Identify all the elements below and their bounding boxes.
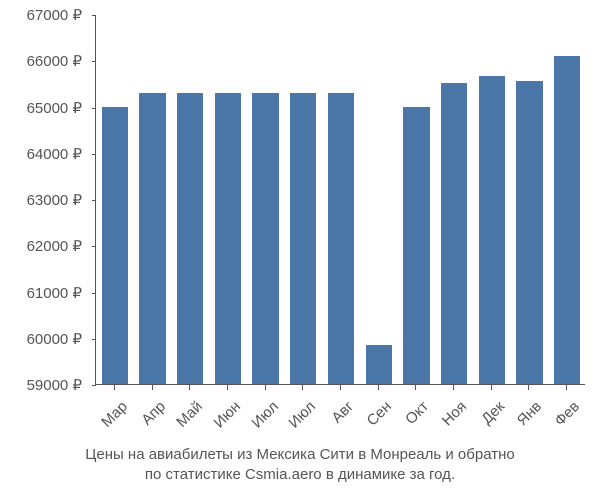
x-tick-mark [378, 385, 379, 390]
x-tick-mark [265, 385, 266, 390]
caption-line2: по статистике Csmia.aero в динамике за г… [145, 466, 455, 483]
bar [102, 107, 128, 385]
y-tick-label: 65000 ₽ [27, 99, 82, 117]
x-tick-label: Апр [125, 398, 169, 442]
x-tick-mark [453, 385, 454, 390]
bar [441, 83, 467, 384]
bar [516, 81, 542, 384]
bar [177, 93, 203, 384]
y-tick-label: 67000 ₽ [27, 6, 82, 24]
x-tick-label: Июл [238, 398, 282, 442]
x-tick-mark [566, 385, 567, 390]
x-tick-label: Окт [389, 398, 433, 442]
y-tick-mark [92, 385, 96, 386]
x-axis: МарАпрМайИюнИюлИюлАвгСенОктНояДекЯнвФев [95, 390, 585, 450]
x-tick-mark [302, 385, 303, 390]
x-tick-label: Янв [502, 398, 546, 442]
x-tick-label: Июн [200, 398, 244, 442]
x-tick-label: Авг [313, 398, 357, 442]
y-tick-label: 63000 ₽ [27, 191, 82, 209]
y-tick-mark [92, 61, 96, 62]
y-tick-mark [92, 200, 96, 201]
y-tick-label: 62000 ₽ [27, 237, 82, 255]
chart-container [95, 15, 585, 385]
x-tick-mark [528, 385, 529, 390]
x-tick-mark [340, 385, 341, 390]
bar [366, 345, 392, 384]
chart-caption: Цены на авиабилеты из Мексика Сити в Мон… [0, 445, 600, 486]
caption-line1: Цены на авиабилеты из Мексика Сити в Мон… [85, 446, 514, 463]
y-tick-label: 59000 ₽ [27, 376, 82, 394]
y-tick-mark [92, 108, 96, 109]
x-tick-label: Мар [87, 398, 131, 442]
y-tick-label: 64000 ₽ [27, 145, 82, 163]
bar [252, 93, 278, 384]
y-tick-mark [92, 15, 96, 16]
x-tick-mark [491, 385, 492, 390]
x-tick-label: Дек [464, 398, 508, 442]
y-axis: 59000 ₽60000 ₽61000 ₽62000 ₽63000 ₽64000… [10, 15, 90, 385]
bar [139, 93, 165, 384]
bar [479, 76, 505, 384]
y-tick-mark [92, 339, 96, 340]
bars-group [96, 14, 586, 384]
y-tick-mark [92, 246, 96, 247]
x-tick-label: Сен [351, 398, 395, 442]
bar [328, 93, 354, 384]
y-tick-mark [92, 293, 96, 294]
x-tick-mark [227, 385, 228, 390]
x-tick-mark [189, 385, 190, 390]
x-tick-label: Июл [275, 398, 319, 442]
y-tick-label: 66000 ₽ [27, 52, 82, 70]
bar [290, 93, 316, 384]
x-tick-label: Май [162, 398, 206, 442]
x-tick-mark [415, 385, 416, 390]
bar [554, 56, 580, 384]
y-tick-label: 61000 ₽ [27, 284, 82, 302]
y-tick-mark [92, 154, 96, 155]
x-tick-mark [114, 385, 115, 390]
bar [403, 107, 429, 385]
x-tick-mark [152, 385, 153, 390]
bar [215, 93, 241, 384]
y-tick-label: 60000 ₽ [27, 330, 82, 348]
x-tick-label: Ноя [426, 398, 470, 442]
x-tick-label: Фев [539, 398, 583, 442]
plot-area [95, 15, 585, 385]
